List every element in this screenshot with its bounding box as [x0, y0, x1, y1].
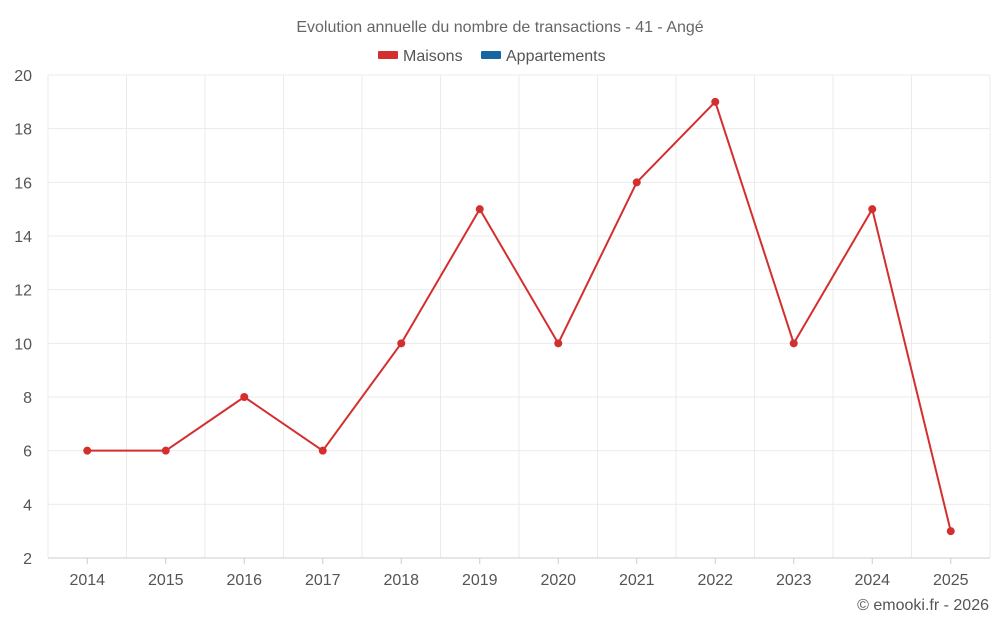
data-point-maisons-2017	[318, 446, 327, 455]
y-tick-label: 6	[23, 444, 32, 461]
y-tick-label: 14	[14, 229, 32, 246]
data-point-maisons-2025	[946, 527, 955, 536]
y-tick-label: 2	[23, 551, 32, 568]
chart-grid	[47, 74, 991, 559]
y-tick-label: 18	[14, 122, 32, 139]
y-tick-label: 16	[14, 175, 32, 192]
legend-label-maisons: Maisons	[403, 48, 463, 65]
y-tick-label: 10	[14, 336, 32, 353]
data-point-maisons-2024	[868, 205, 877, 214]
x-tick-label: 2021	[619, 572, 655, 589]
x-tick-label: 2016	[226, 572, 262, 589]
data-point-maisons-2018	[397, 339, 406, 348]
y-tick-label: 8	[23, 390, 32, 407]
series-line-maisons	[86, 100, 952, 533]
data-point-maisons-2016	[240, 393, 249, 401]
x-tick-label: 2025	[933, 572, 969, 589]
y-tick-label: 12	[14, 283, 32, 300]
y-tick-label: 20	[14, 68, 32, 85]
data-point-maisons-2022	[711, 97, 720, 106]
data-point-maisons-2015	[161, 446, 170, 455]
x-tick-label: 2014	[69, 572, 105, 589]
legend: Maisons Appartements	[378, 48, 606, 65]
data-point-maisons-2020	[554, 339, 563, 348]
chart-title: Evolution annuelle du nombre de transact…	[296, 19, 703, 36]
data-point-maisons-2021	[632, 178, 641, 187]
legend-item-appartements[interactable]: Appartements	[481, 48, 606, 65]
y-tick-label: 4	[23, 497, 32, 514]
x-tick-label: 2017	[305, 572, 341, 589]
legend-swatch-maisons	[378, 51, 398, 59]
y-axis: 2 4 6 8 10 12 14 16 18 20	[14, 68, 32, 568]
series-layer	[83, 97, 955, 536]
x-tick-label: 2023	[776, 572, 812, 589]
credit-text: © emooki.fr - 2026	[857, 597, 989, 614]
x-tick-label: 2020	[540, 572, 576, 589]
x-tick-label: 2022	[697, 572, 733, 589]
x-axis: 2014 2015 2016 2017 2018 2019 2020 2021 2022 2023…	[48, 557, 990, 589]
data-point-maisons-2014	[83, 446, 92, 455]
x-tick-label: 2024	[854, 572, 890, 589]
x-tick-label: 2019	[462, 572, 498, 589]
legend-swatch-appartements	[481, 51, 501, 59]
data-point-maisons-2019	[475, 205, 484, 214]
x-tick-label: 2018	[383, 572, 419, 589]
x-tick-label: 2015	[148, 572, 184, 589]
data-point-maisons-2023	[789, 339, 798, 348]
legend-label-appartements: Appartements	[506, 48, 606, 65]
legend-item-maisons[interactable]: Maisons	[378, 48, 463, 65]
